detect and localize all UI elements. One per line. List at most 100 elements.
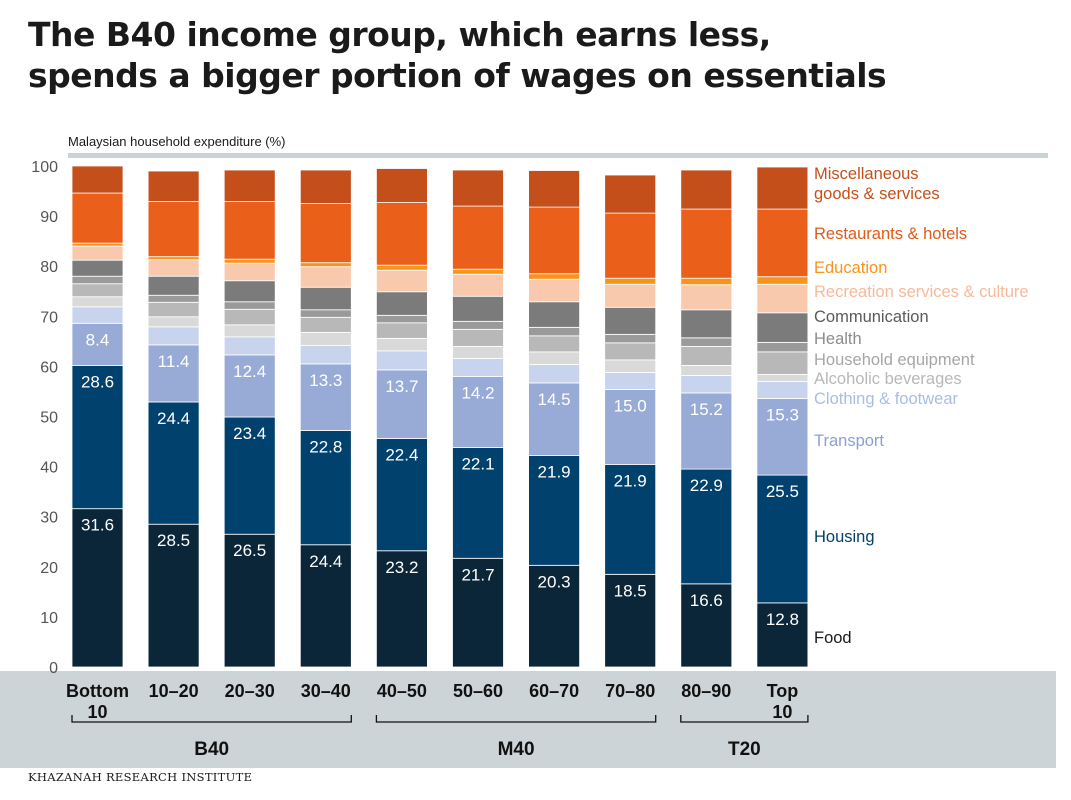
bar-segment bbox=[528, 206, 580, 275]
bar-segment bbox=[147, 201, 200, 258]
data-label: 8.4 bbox=[86, 330, 110, 349]
legend-label: Clothing & footwear bbox=[814, 390, 959, 408]
legend-label: Health bbox=[814, 330, 862, 348]
bar-segment bbox=[223, 169, 276, 202]
bar-segment bbox=[756, 398, 809, 476]
bar-segment bbox=[528, 273, 580, 280]
bar-segment bbox=[680, 345, 733, 366]
group-bracket bbox=[71, 715, 352, 723]
chart-title-line-2: spends a bigger portion of wages on esse… bbox=[28, 56, 887, 95]
bar-segment bbox=[756, 602, 809, 668]
bar-segment bbox=[528, 382, 580, 456]
bar-segment bbox=[375, 269, 428, 293]
bar-segment bbox=[223, 533, 276, 668]
bar-stack: 26.5 23.4 12.4 bbox=[223, 169, 276, 668]
bar-segment bbox=[604, 212, 657, 279]
bar-segment bbox=[756, 341, 809, 353]
bar-segment bbox=[756, 276, 809, 285]
bar-segment bbox=[71, 283, 124, 298]
data-label: 15.3 bbox=[766, 405, 799, 424]
y-tick-label: 20 bbox=[40, 560, 58, 577]
bar-segment bbox=[528, 326, 580, 337]
bar-segment bbox=[223, 354, 276, 418]
y-tick-label: 0 bbox=[49, 660, 58, 677]
bar-segment bbox=[528, 278, 580, 303]
x-tick-label: 40–50 bbox=[377, 681, 427, 701]
bar-segment bbox=[680, 337, 733, 347]
bar-segment bbox=[680, 309, 733, 339]
bar-segment bbox=[375, 291, 428, 316]
bar-segment bbox=[223, 262, 276, 282]
legend-label: Restaurants & hotels bbox=[814, 225, 967, 243]
data-label: 21.9 bbox=[538, 463, 571, 482]
bar-stack: 21.7 22.1 14.2 bbox=[452, 169, 504, 668]
data-label: 23.2 bbox=[385, 558, 418, 577]
x-tick-label: 70–80 bbox=[605, 681, 655, 701]
bar-stack: 28.5 24.4 11.4 bbox=[147, 170, 200, 668]
bar-segment bbox=[223, 201, 276, 260]
bar-segment bbox=[147, 170, 200, 202]
bar-segment bbox=[299, 544, 352, 668]
data-label: 21.9 bbox=[614, 472, 647, 491]
bar-segment bbox=[147, 259, 200, 277]
bar-segment bbox=[147, 256, 200, 261]
data-label: 28.5 bbox=[157, 531, 190, 550]
bar-segment bbox=[375, 168, 428, 203]
bar-segment bbox=[299, 316, 352, 333]
data-label: 22.8 bbox=[309, 438, 342, 457]
chart-title: The B40 income group, which earns less, … bbox=[28, 14, 1028, 96]
bar-segment bbox=[604, 389, 657, 465]
bar-segment bbox=[680, 284, 733, 311]
data-label: 15.0 bbox=[614, 396, 647, 415]
bar-segment bbox=[756, 474, 809, 604]
bar-segment bbox=[604, 573, 657, 668]
bar-segment bbox=[375, 322, 428, 339]
x-tick-label: Bottom bbox=[66, 681, 129, 701]
chart-title-line-1: The B40 income group, which earns less, bbox=[28, 15, 771, 54]
bar-segment bbox=[375, 264, 428, 271]
bar-segment bbox=[71, 508, 124, 668]
data-label: 26.5 bbox=[233, 541, 266, 560]
bar-segment bbox=[756, 283, 809, 314]
bar-segment bbox=[680, 392, 733, 470]
legend-label: Housing bbox=[814, 528, 875, 546]
data-label: 24.4 bbox=[157, 409, 190, 428]
category-band bbox=[0, 671, 1056, 768]
bar-stack: 24.4 22.8 13.3 bbox=[299, 169, 352, 668]
bar-segment bbox=[71, 192, 124, 244]
bar-segment bbox=[223, 280, 276, 303]
y-tick-label: 80 bbox=[40, 259, 58, 276]
source-credit: KHAZANAH RESEARCH INSTITUTE bbox=[28, 770, 253, 784]
y-tick-label: 100 bbox=[31, 159, 58, 176]
data-label: 12.4 bbox=[233, 362, 266, 381]
bar-segment bbox=[452, 273, 504, 297]
bar-stack: 23.2 22.4 13.7 bbox=[375, 168, 428, 668]
bar-stack: 12.8 25.5 15.3 bbox=[756, 166, 809, 668]
bar-segment bbox=[71, 306, 124, 324]
bar-segment bbox=[528, 301, 580, 328]
bar-segment bbox=[375, 202, 428, 266]
bar-segment bbox=[680, 583, 733, 668]
bar-segment bbox=[604, 464, 657, 575]
bar-segment bbox=[375, 350, 428, 371]
bar-segment bbox=[452, 205, 504, 270]
y-tick-label: 50 bbox=[40, 410, 58, 427]
bar-segment bbox=[528, 564, 580, 668]
data-label: 13.3 bbox=[309, 371, 342, 390]
legend: Food Housing Transport Clothing & footwear A… bbox=[814, 165, 1029, 647]
bar-segment bbox=[756, 374, 809, 382]
bar-segment bbox=[452, 376, 504, 448]
x-tick-label: 30–40 bbox=[301, 681, 351, 701]
data-label: 24.4 bbox=[309, 552, 342, 571]
bar-segment bbox=[71, 165, 124, 194]
data-label: 11.4 bbox=[158, 352, 190, 371]
bar-segment bbox=[71, 259, 124, 277]
data-label: 14.2 bbox=[461, 383, 494, 402]
bar-segment bbox=[147, 301, 200, 318]
bar-segment bbox=[604, 306, 657, 335]
x-tick-label: 60–70 bbox=[529, 681, 579, 701]
bar-segment bbox=[452, 328, 504, 347]
bar-segment bbox=[756, 166, 809, 210]
